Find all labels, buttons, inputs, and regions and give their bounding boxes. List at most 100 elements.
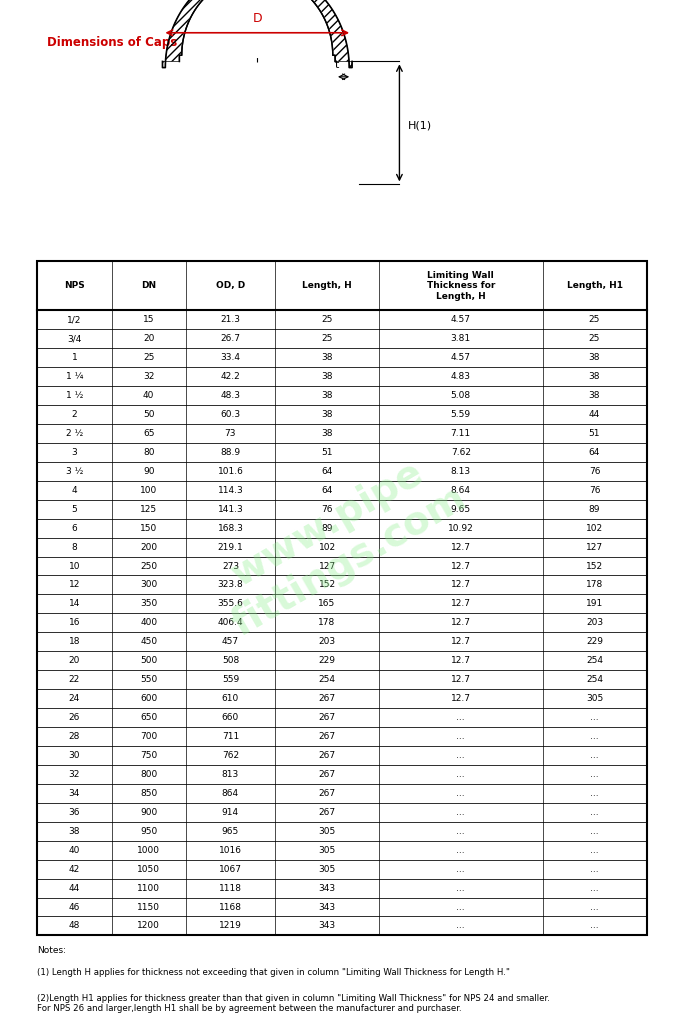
Text: H(1): H(1)	[408, 121, 432, 130]
Text: 141.3: 141.3	[217, 505, 243, 514]
Text: 152: 152	[318, 581, 336, 590]
Text: 168.3: 168.3	[217, 523, 243, 532]
Text: 64: 64	[322, 467, 332, 476]
Text: 14: 14	[68, 599, 80, 608]
Text: 32: 32	[143, 372, 154, 381]
Text: ...: ...	[456, 788, 465, 798]
Text: 90: 90	[143, 467, 154, 476]
Text: 1 ¼: 1 ¼	[66, 372, 83, 381]
Text: OD, D: OD, D	[216, 282, 245, 290]
Bar	[37, 841, 647, 860]
Text: 900: 900	[140, 808, 157, 817]
Text: 25: 25	[589, 334, 600, 343]
Text: ...: ...	[590, 713, 599, 722]
Text: 2 ½: 2 ½	[66, 429, 83, 438]
Text: 1168: 1168	[219, 902, 242, 911]
Text: 101.6: 101.6	[217, 467, 243, 476]
Text: 24: 24	[69, 694, 80, 703]
Text: (1) Length H applies for thickness not exceeding that given in column "Limiting : (1) Length H applies for thickness not e…	[37, 969, 510, 977]
Text: 12.7: 12.7	[451, 561, 471, 570]
Bar	[37, 745, 647, 765]
Text: 762: 762	[222, 751, 239, 760]
Bar	[37, 727, 647, 745]
Text: 1000: 1000	[137, 846, 160, 855]
Text: 191: 191	[586, 599, 603, 608]
Text: ...: ...	[456, 808, 465, 817]
Text: 200: 200	[140, 543, 157, 552]
Text: 813: 813	[222, 770, 239, 779]
Text: 15: 15	[143, 315, 154, 325]
Bar	[37, 575, 647, 594]
Text: (2)Length H1 applies for thickness greater than that given in column "Limiting W: (2)Length H1 applies for thickness great…	[37, 993, 550, 1013]
Text: 50: 50	[143, 410, 154, 419]
Text: Dimensions of Caps - ASME B16.9: Dimensions of Caps - ASME B16.9	[47, 36, 271, 49]
Bar	[37, 462, 647, 481]
Text: 7.11: 7.11	[451, 429, 471, 438]
Text: 38: 38	[322, 429, 333, 438]
Text: 267: 267	[318, 713, 336, 722]
Text: 150: 150	[140, 523, 157, 532]
Text: 80: 80	[143, 447, 154, 457]
Text: 5.59: 5.59	[451, 410, 471, 419]
Text: 127: 127	[586, 543, 603, 552]
Text: 32: 32	[68, 770, 80, 779]
Text: 1200: 1200	[137, 922, 160, 931]
Text: 38: 38	[322, 410, 333, 419]
Text: ...: ...	[590, 751, 599, 760]
Text: NPS: NPS	[64, 282, 85, 290]
Text: 38: 38	[589, 391, 600, 400]
Text: 12.7: 12.7	[451, 543, 471, 552]
Text: 38: 38	[322, 353, 333, 362]
Text: 51: 51	[322, 447, 333, 457]
Text: 48.3: 48.3	[221, 391, 240, 400]
Text: 16: 16	[68, 618, 80, 628]
Text: 3/4: 3/4	[67, 334, 81, 343]
Bar	[37, 481, 647, 500]
Text: 305: 305	[318, 846, 336, 855]
Text: 8.13: 8.13	[451, 467, 471, 476]
Text: 800: 800	[140, 770, 157, 779]
Text: 76: 76	[589, 467, 600, 476]
Bar	[37, 368, 647, 386]
Text: 42.2: 42.2	[221, 372, 240, 381]
Text: 12.7: 12.7	[451, 581, 471, 590]
Text: ...: ...	[590, 902, 599, 911]
Text: 400: 400	[140, 618, 157, 628]
Text: 4.57: 4.57	[451, 353, 471, 362]
Text: 254: 254	[586, 656, 603, 666]
Bar	[37, 633, 647, 651]
Bar	[37, 443, 647, 462]
Text: 40: 40	[143, 391, 154, 400]
Text: 38: 38	[589, 372, 600, 381]
Bar	[37, 709, 647, 727]
Text: 250: 250	[140, 561, 157, 570]
Text: 36: 36	[68, 808, 80, 817]
Text: 550: 550	[140, 675, 157, 684]
Text: 38: 38	[68, 826, 80, 836]
Text: 38: 38	[589, 353, 600, 362]
Text: 203: 203	[586, 618, 603, 628]
Text: 125: 125	[140, 505, 157, 514]
Text: ...: ...	[456, 846, 465, 855]
Text: 305: 305	[318, 826, 336, 836]
Text: 700: 700	[140, 732, 157, 741]
Text: 4.83: 4.83	[451, 372, 471, 381]
Text: 273: 273	[222, 561, 239, 570]
Text: Notes:: Notes:	[37, 946, 66, 954]
Text: 914: 914	[222, 808, 239, 817]
Text: 7.62: 7.62	[451, 447, 471, 457]
Bar	[37, 879, 647, 897]
Text: 89: 89	[322, 523, 333, 532]
Text: 950: 950	[140, 826, 157, 836]
Text: ...: ...	[590, 884, 599, 893]
Text: 1/2: 1/2	[67, 315, 81, 325]
Text: 610: 610	[222, 694, 239, 703]
Text: 178: 178	[586, 581, 603, 590]
Bar	[37, 538, 647, 557]
Text: 267: 267	[318, 732, 336, 741]
Bar	[37, 671, 647, 689]
Bar	[37, 860, 647, 879]
Text: ...: ...	[456, 922, 465, 931]
Text: 26.7: 26.7	[221, 334, 240, 343]
Text: 152: 152	[586, 561, 603, 570]
